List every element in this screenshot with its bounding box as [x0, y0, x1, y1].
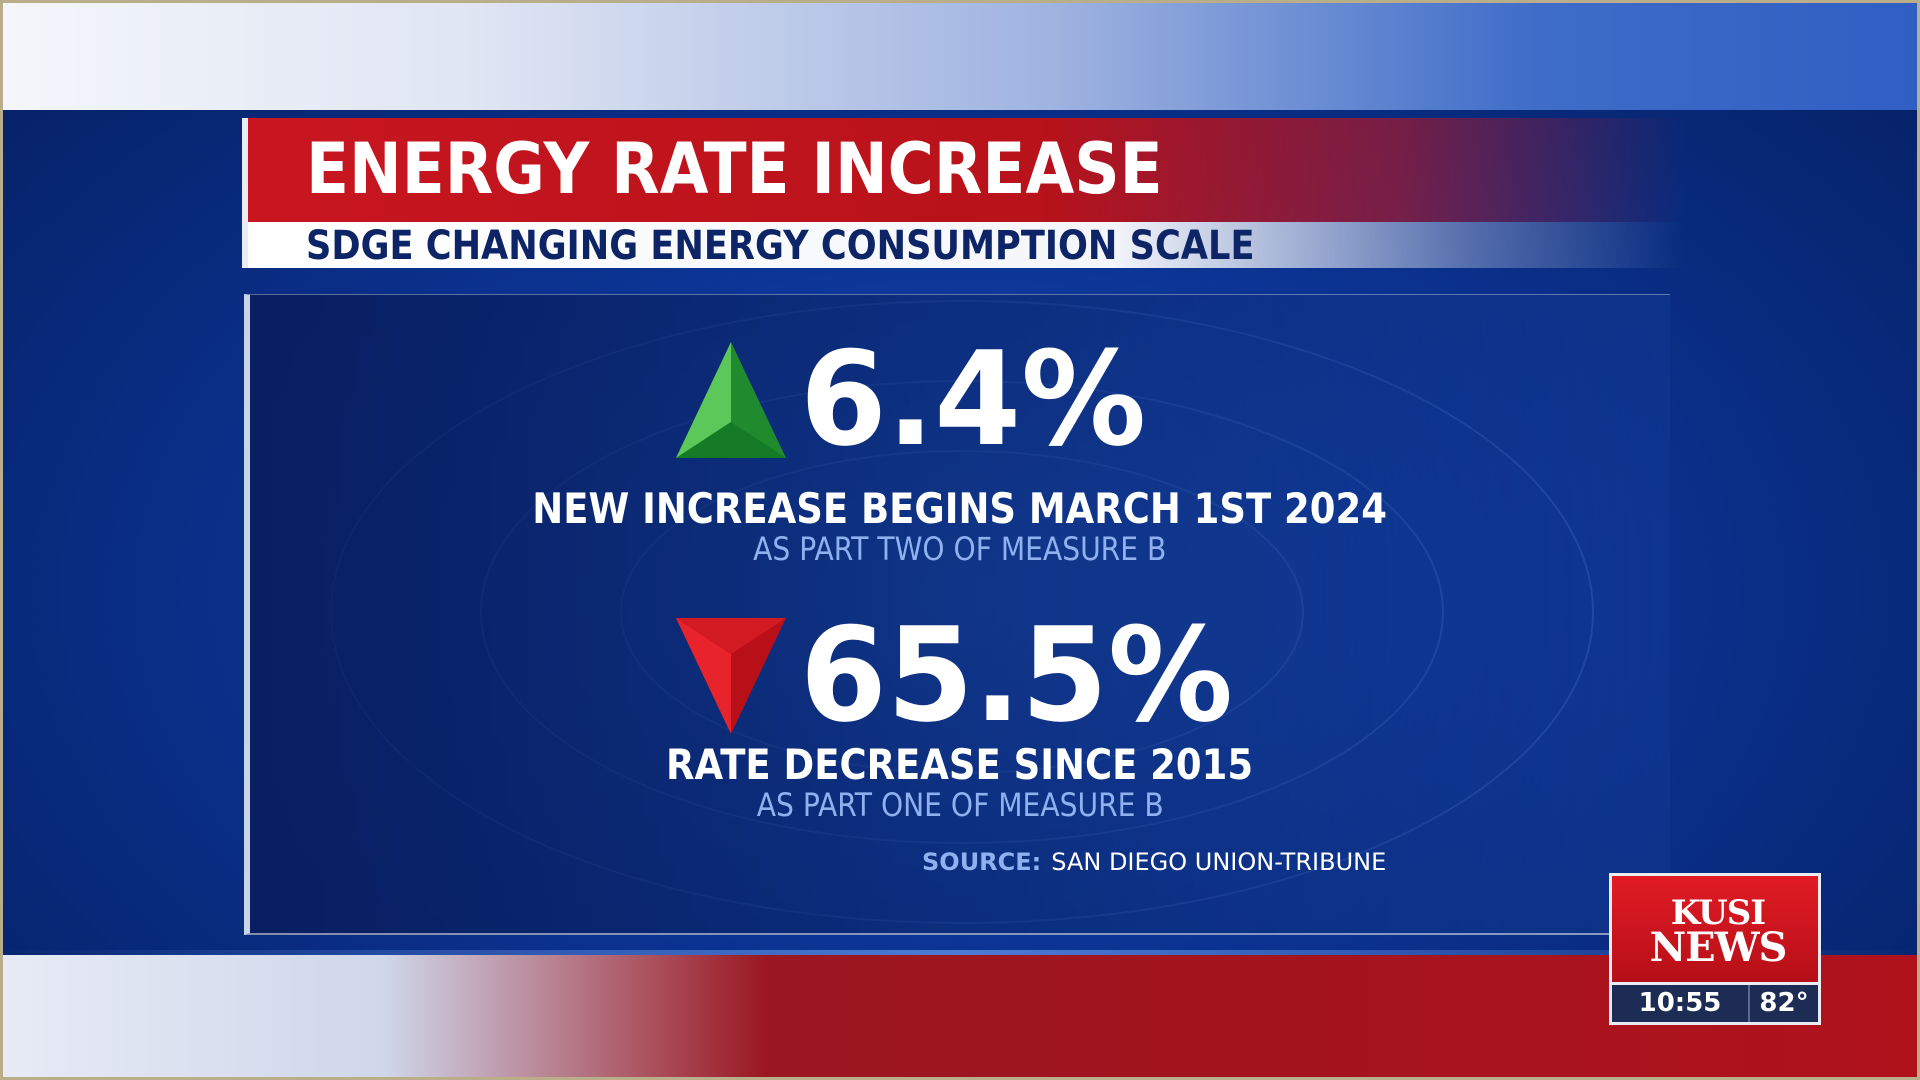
headline-title: ENERGY RATE INCREASE [306, 128, 1163, 210]
stats-panel [244, 294, 1670, 935]
green-up-triangle-icon [676, 342, 786, 458]
station-logo-kusi: KUSI [1670, 893, 1766, 933]
decrease-caption: RATE DECREASE SINCE 2015 [666, 740, 1254, 789]
temperature: 82° [1759, 988, 1809, 1018]
background-top-band [0, 0, 1920, 110]
subheadline-bar [242, 222, 1686, 268]
red-down-triangle-icon [676, 618, 786, 734]
source-label: SOURCE: [922, 848, 1042, 876]
headline-bar [242, 118, 1686, 222]
station-bug: KUSI NEWS 10:55 82° [1609, 873, 1821, 1025]
decrease-value: 65.5% [800, 599, 1233, 751]
decrease-note: AS PART ONE OF MEASURE B [756, 786, 1164, 824]
source-line: SOURCE: SAN DIEGO UNION-TRIBUNE [922, 848, 1386, 876]
station-logo-news: NEWS [1649, 924, 1788, 971]
source-text: SAN DIEGO UNION-TRIBUNE [1051, 848, 1387, 876]
clock-time: 10:55 [1612, 985, 1750, 1022]
increase-note: AS PART TWO OF MEASURE B [753, 530, 1167, 568]
station-logo: KUSI NEWS [1609, 873, 1821, 985]
increase-caption: NEW INCREASE BEGINS MARCH 1ST 2024 [532, 484, 1388, 533]
time-temp-bar: 10:55 82° [1609, 985, 1821, 1025]
background-bottom-band [0, 955, 1920, 1080]
increase-value: 6.4% [800, 323, 1147, 475]
headline-subtitle: SDGE CHANGING ENERGY CONSUMPTION SCALE [306, 223, 1255, 269]
